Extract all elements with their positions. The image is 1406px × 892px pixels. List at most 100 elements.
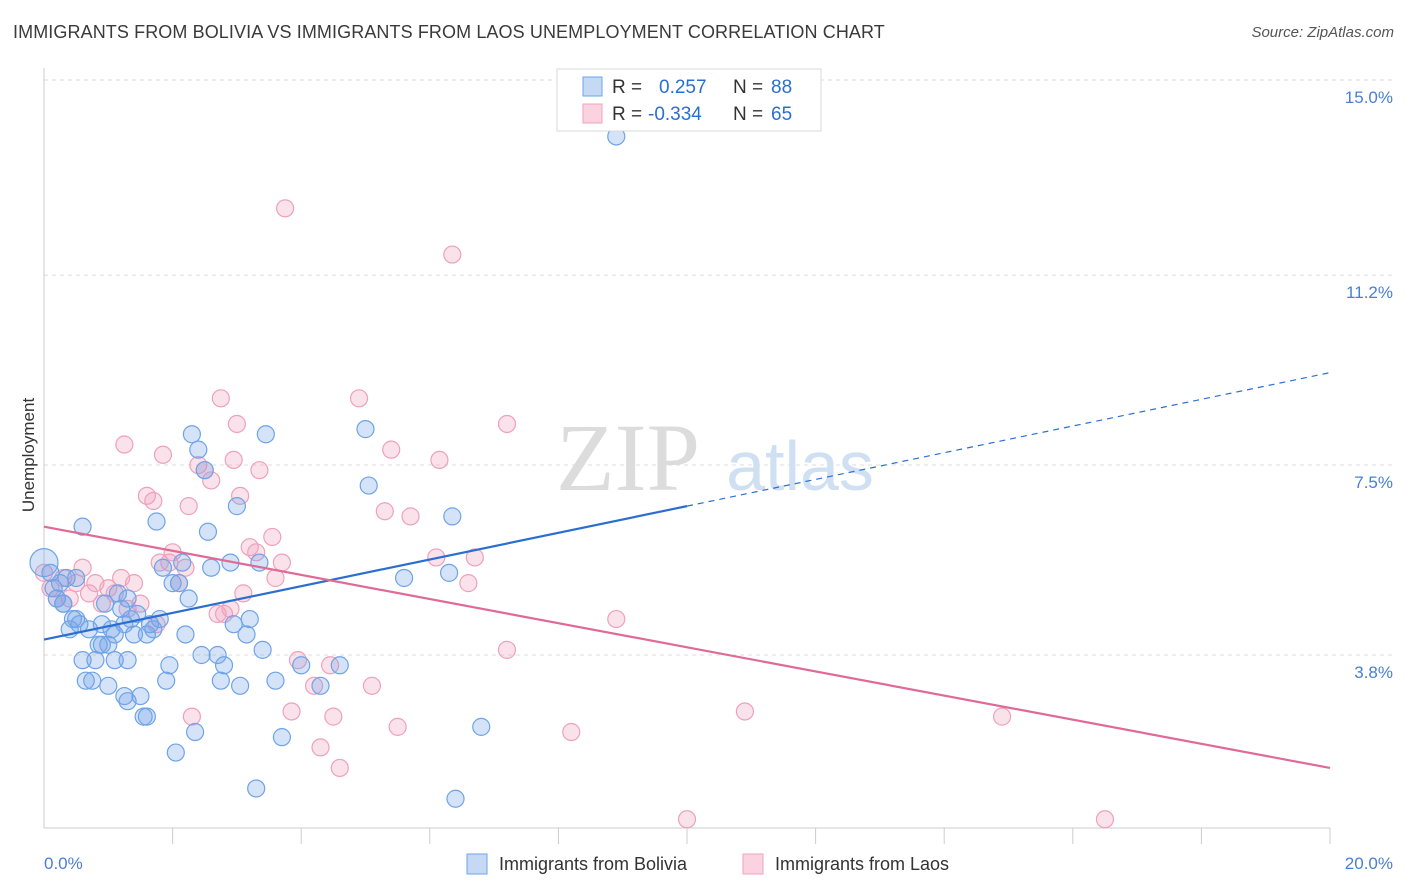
y-tick-label: 3.8% (1354, 663, 1393, 682)
data-point-bolivia (163, 574, 182, 593)
data-point-laos (459, 574, 478, 593)
data-point-bolivia (144, 620, 163, 639)
data-point-bolivia (115, 686, 134, 706)
data-point-bolivia (446, 789, 465, 808)
data-point-laos (282, 702, 301, 721)
data-point-bolivia (443, 507, 462, 526)
data-point-laos (231, 486, 250, 505)
data-point-bolivia (176, 625, 195, 644)
data-point-laos (677, 810, 697, 829)
data-point-laos (211, 389, 230, 408)
legend-r-label-laos: R = (612, 104, 642, 125)
data-point-laos (115, 435, 134, 454)
bottom-legend-label-bolivia: Immigrants from Bolivia (499, 854, 688, 874)
data-point-bolivia (108, 584, 128, 603)
data-point-bolivia (173, 553, 192, 572)
legend-n-value-bolivia: 88 (771, 77, 792, 98)
data-point-laos (276, 199, 295, 218)
data-point-bolivia (92, 635, 111, 654)
data-point-bolivia (198, 522, 218, 541)
legend-n-value-laos: 65 (771, 104, 792, 125)
data-point-laos (153, 445, 173, 464)
data-point-laos (465, 548, 484, 567)
data-point-bolivia (237, 625, 256, 644)
data-point-laos (73, 558, 92, 577)
data-point-bolivia (179, 589, 198, 608)
regression-line-laos (43, 525, 1331, 770)
bottom-legend: Immigrants from Bolivia Immigrants from … (466, 853, 949, 875)
data-point-laos (263, 527, 282, 547)
data-point-bolivia (67, 568, 86, 588)
data-point-laos (375, 502, 394, 521)
data-point-bolivia (137, 707, 156, 726)
data-point-bolivia (182, 425, 201, 444)
legend-r-label-bolivia: R = (612, 77, 642, 98)
data-point-bolivia (140, 615, 160, 634)
bottom-legend-swatch-bolivia (466, 853, 488, 875)
data-point-laos (362, 676, 382, 695)
data-point-laos (202, 471, 221, 490)
y-tick-label: 7.5% (1354, 473, 1393, 492)
bottom-legend-swatch-laos (742, 853, 764, 875)
data-point-bolivia (266, 671, 285, 690)
data-point-bolivia (169, 574, 189, 593)
y-tick-labels: 3.8% 7.5% 11.2% 15.0% (1345, 88, 1393, 682)
bottom-legend-label-laos: Immigrants from Laos (775, 854, 949, 874)
data-point-bolivia (311, 676, 330, 695)
data-point-laos (227, 414, 246, 434)
watermark-atlas: atlas (726, 427, 874, 505)
data-point-bolivia (67, 609, 86, 629)
series-bolivia-points (29, 127, 626, 808)
data-point-bolivia (189, 440, 208, 459)
data-point-bolivia (292, 656, 311, 675)
data-point-laos (735, 702, 754, 721)
data-point-laos (382, 440, 401, 459)
data-point-laos (144, 491, 163, 511)
data-point-bolivia (57, 568, 76, 588)
x-tick-labels: 0.0% 20.0% (44, 854, 1393, 873)
y-axis-label: Unemployment (19, 398, 38, 513)
data-point-laos (67, 574, 86, 593)
data-point-laos (124, 574, 144, 593)
data-point-bolivia (150, 609, 169, 629)
data-point-bolivia (195, 461, 214, 480)
data-point-bolivia (99, 635, 118, 654)
data-point-bolivia (147, 512, 166, 531)
data-point-laos (562, 722, 581, 742)
data-point-laos (176, 558, 195, 577)
data-point-bolivia (128, 604, 147, 624)
data-point-bolivia (157, 671, 176, 690)
data-point-laos (79, 584, 99, 603)
data-point-laos (272, 553, 292, 572)
data-point-laos (224, 450, 243, 470)
data-point-laos (34, 563, 54, 582)
data-point-bolivia (54, 594, 73, 613)
data-point-bolivia (356, 420, 375, 439)
data-point-laos (388, 717, 407, 736)
legend-swatch-laos (582, 103, 603, 124)
regression-lines (43, 372, 1331, 770)
y-tick-label: 15.0% (1345, 88, 1393, 107)
legend-n-label-laos: N = (733, 104, 763, 125)
data-point-bolivia (231, 676, 250, 695)
watermark: ZIP atlas (556, 404, 874, 511)
data-point-bolivia (153, 558, 173, 577)
data-point-laos (321, 656, 340, 675)
data-point-bolivia (166, 743, 185, 762)
data-point-laos (150, 553, 169, 572)
legend-swatch-bolivia (582, 76, 603, 97)
data-point-bolivia (160, 656, 179, 675)
x-tick-min: 0.0% (44, 854, 83, 873)
grid-lines (44, 79, 1392, 656)
watermark-zip: ZIP (556, 404, 700, 511)
data-point-laos (182, 707, 201, 726)
data-point-laos (179, 497, 198, 516)
data-point-laos (430, 450, 449, 470)
data-point-bolivia (472, 717, 491, 736)
data-point-laos (324, 707, 343, 726)
data-point-bolivia (118, 692, 137, 711)
data-point-laos (401, 507, 420, 526)
data-point-bolivia (186, 722, 205, 742)
data-point-bolivia (224, 615, 243, 634)
